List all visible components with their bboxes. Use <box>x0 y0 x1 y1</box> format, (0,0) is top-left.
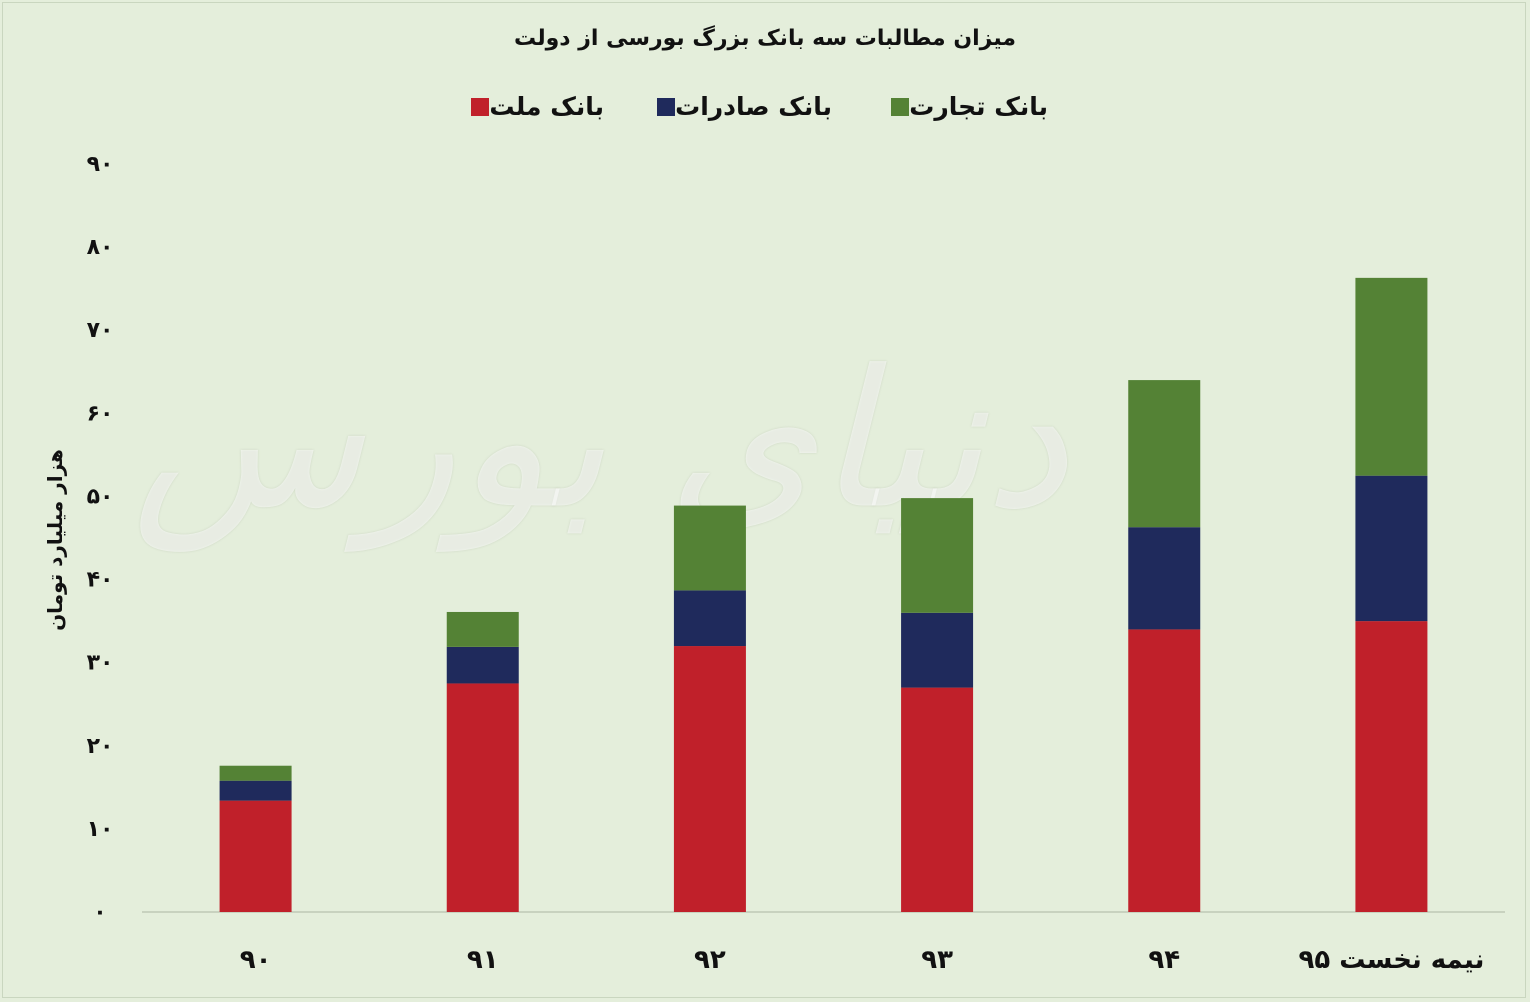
bar-segment <box>1355 277 1428 476</box>
legend-item: بانک صادرات <box>657 92 846 121</box>
x-tick-label: ۹۰ <box>240 945 272 975</box>
bar-segment <box>1355 621 1428 912</box>
y-tick-label: ۸۰ <box>87 235 114 260</box>
y-tick-label: ۳۰ <box>87 651 114 676</box>
bar-segment <box>219 780 292 801</box>
legend-label: بانک تجارت <box>909 92 1048 121</box>
bar-segment <box>446 683 519 912</box>
x-tick-label: ۹۳ <box>921 945 953 975</box>
bar-segment <box>1355 475 1428 622</box>
legend-label: بانک ملت <box>489 92 604 121</box>
y-tick-label: ۰ <box>93 900 106 925</box>
bar-segment <box>219 800 292 912</box>
chart-title: میزان مطالبات سه بانک بزرگ بورسی از دولت <box>514 26 1016 51</box>
bar-segment <box>901 498 974 613</box>
y-tick-label: ۲۰ <box>87 734 114 759</box>
x-tick-label: نیمه نخست ۹۵ <box>1298 945 1484 975</box>
legend-item: بانک ملت <box>471 92 618 121</box>
bar-segment <box>673 590 746 647</box>
x-tick-label: ۹۲ <box>694 945 726 975</box>
bar-segment <box>219 765 292 781</box>
bar-segment <box>1128 527 1201 630</box>
bar-segment <box>673 505 746 591</box>
y-tick-label: ۹۰ <box>87 152 114 177</box>
y-tick-label: ۱۰ <box>87 817 114 842</box>
legend-swatch <box>891 97 910 116</box>
y-tick-label: ۷۰ <box>87 318 114 343</box>
y-tick-label: ۵۰ <box>87 484 114 509</box>
bar-segment <box>901 612 974 688</box>
legend-swatch <box>471 97 490 116</box>
bar-segment <box>901 687 974 912</box>
legend: بانک تجارت بانک صادرات بانک ملت <box>0 92 1530 124</box>
legend-item: بانک تجارت <box>891 92 1062 121</box>
bar-segment <box>1128 380 1201 528</box>
bar-segment <box>1128 629 1201 912</box>
bar-segment <box>446 611 519 647</box>
bar-segment <box>673 646 746 912</box>
legend-swatch <box>657 97 676 116</box>
y-tick-label: ۴۰ <box>87 568 114 593</box>
legend-label: بانک صادرات <box>675 92 832 121</box>
bar-segment <box>446 646 519 684</box>
x-tick-label: ۹۴ <box>1148 945 1180 975</box>
y-tick-label: ۶۰ <box>87 401 114 426</box>
x-tick-label: ۹۱ <box>467 945 499 975</box>
